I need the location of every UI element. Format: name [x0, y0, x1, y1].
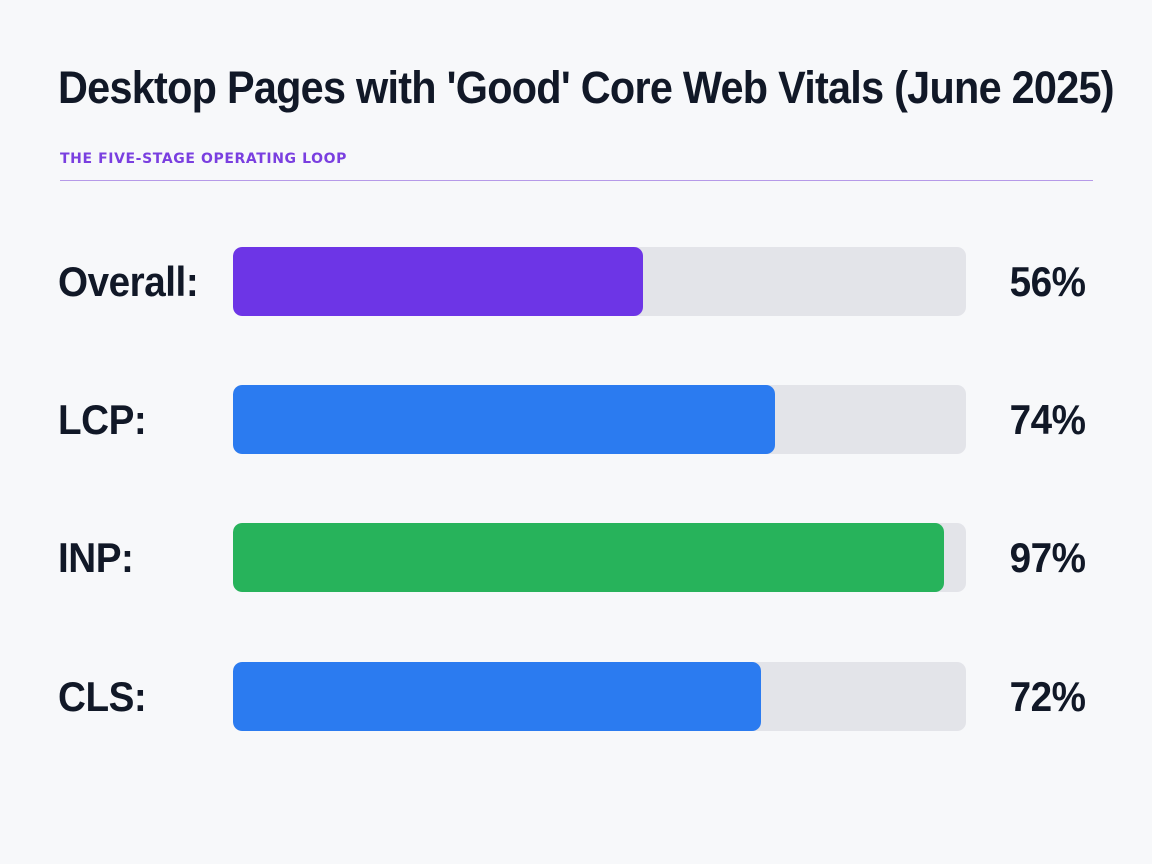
- bar-track-overall: [233, 247, 966, 316]
- bar-label-inp: INP:: [58, 534, 134, 581]
- header-divider: [60, 180, 1093, 181]
- bar-track-inp: [233, 523, 966, 592]
- bar-fill-inp: [233, 523, 944, 592]
- bar-label-cls: CLS:: [58, 673, 147, 720]
- chart-subtitle: THE FIVE-STAGE OPERATING LOOP: [60, 151, 347, 167]
- bar-label-overall: Overall:: [58, 258, 199, 305]
- chart-title: Desktop Pages with 'Good' Core Web Vital…: [58, 62, 1115, 113]
- bar-value-cls: 72%: [1010, 673, 1086, 720]
- bar-label-lcp: LCP:: [58, 396, 147, 443]
- bar-track-cls: [233, 662, 966, 731]
- bar-value-overall: 56%: [1010, 258, 1086, 305]
- bar-fill-overall: [233, 247, 644, 316]
- bar-track-lcp: [233, 385, 966, 454]
- bar-fill-lcp: [233, 385, 776, 454]
- bar-value-inp: 97%: [1010, 534, 1086, 581]
- bar-value-lcp: 74%: [1010, 396, 1086, 443]
- bar-fill-cls: [233, 662, 761, 731]
